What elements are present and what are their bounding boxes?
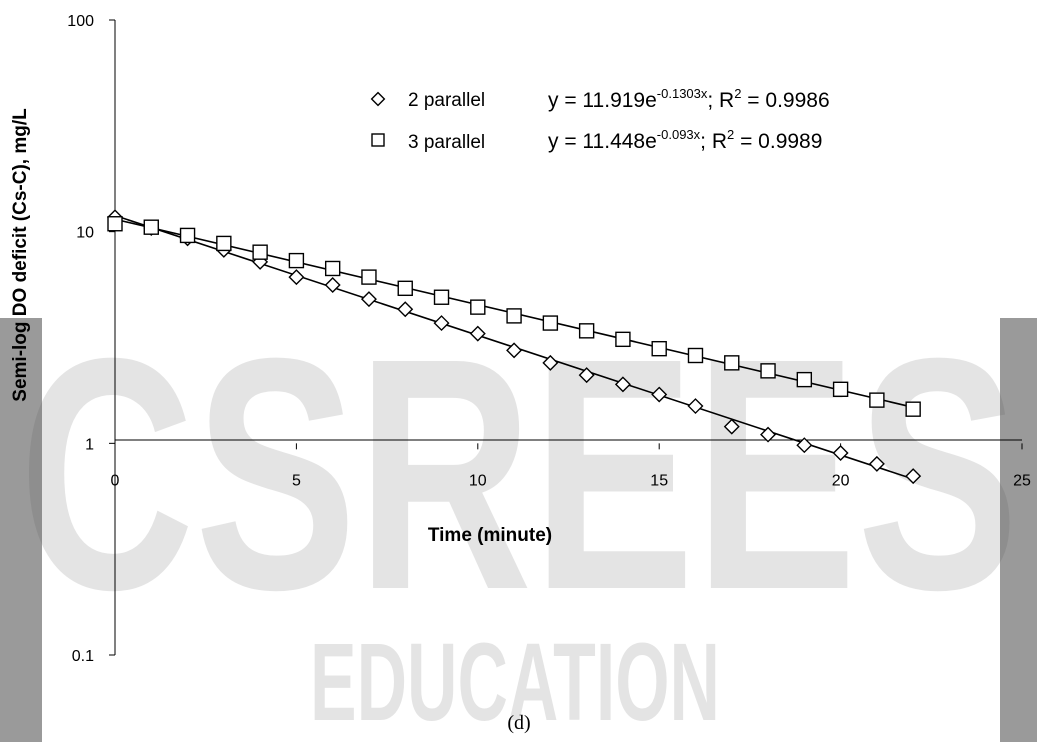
- legend-item-3-parallel: 3 parallel y = 11.448e-0.093x; R2 = 0.99…: [371, 127, 822, 153]
- equation-exponent: -0.093x: [657, 127, 701, 142]
- square-marker-icon: [371, 133, 385, 147]
- legend-item-2-parallel: 2 parallel y = 11.919e-0.1303x; R2 = 0.9…: [370, 86, 830, 112]
- y-tick-label: 100: [67, 13, 94, 30]
- legend-label: 3 parallel: [408, 132, 485, 153]
- data-point-2-parallel: [360, 291, 377, 308]
- x-tick-label: 10: [469, 472, 487, 489]
- data-point-3-parallel: [506, 308, 522, 324]
- data-point-3-parallel: [905, 401, 921, 417]
- x-tick-label: 20: [832, 472, 850, 489]
- x-tick-label: 5: [292, 472, 301, 489]
- watermark-subtext: EDUCATION: [310, 621, 720, 742]
- plot-area: 0.1 1 10 100 0 5 10 15 20 25: [67, 13, 1031, 665]
- equation-lead: y = 11.919e: [548, 89, 657, 112]
- x-axis-title: Time (minute): [428, 525, 552, 546]
- data-point-2-parallel: [542, 354, 559, 371]
- data-point-3-parallel: [796, 371, 813, 388]
- y-tick-labels: 0.1 1 10 100: [67, 13, 94, 665]
- data-point-3-parallel: [433, 289, 450, 305]
- x-tick-label: 0: [111, 472, 120, 489]
- equation-tail: ; R: [707, 89, 734, 112]
- watermark-text: CSREES: [19, 289, 1019, 658]
- data-point-3-parallel: [107, 216, 123, 232]
- r-squared-sup: 2: [727, 127, 734, 142]
- legend: 2 parallel y = 11.919e-0.1303x; R2 = 0.9…: [370, 86, 830, 153]
- data-point-2-parallel: [288, 269, 305, 286]
- data-point-3-parallel: [216, 235, 232, 252]
- data-point-3-parallel: [724, 355, 740, 371]
- r-squared-value: = 0.9989: [734, 130, 822, 153]
- data-point-3-parallel: [470, 299, 486, 315]
- data-point-2-parallel: [796, 437, 813, 454]
- data-point-3-parallel: [760, 363, 776, 379]
- data-point-2-parallel: [506, 342, 523, 359]
- y-tick-label: 0.1: [72, 648, 94, 665]
- diamond-marker-icon: [370, 91, 386, 107]
- y-tick-marks: [109, 19, 115, 656]
- x-tick-labels: 0 5 10 15 20 25: [111, 472, 1031, 489]
- data-point-3-parallel: [252, 244, 268, 260]
- data-point-2-parallel: [905, 468, 922, 485]
- data-point-2-parallel: [868, 455, 885, 472]
- data-point-2-parallel: [578, 367, 595, 384]
- data-point-2-parallel: [469, 325, 486, 342]
- data-point-2-parallel: [760, 426, 777, 443]
- data-point-2-parallel: [433, 315, 450, 332]
- data-point-3-parallel: [324, 260, 341, 277]
- data-point-2-parallel: [614, 376, 631, 393]
- data-point-3-parallel: [687, 347, 704, 364]
- data-point-3-parallel: [397, 280, 413, 297]
- data-point-3-parallel: [361, 269, 377, 285]
- data-point-3-parallel: [179, 227, 196, 244]
- data-point-3-parallel: [143, 219, 159, 235]
- left-band: [0, 318, 42, 742]
- r-squared-sup: 2: [734, 86, 741, 101]
- data-point-2-parallel: [723, 418, 740, 435]
- data-point-3-parallel: [288, 252, 305, 269]
- data-point-2-parallel: [651, 386, 668, 403]
- data-point-3-parallel: [651, 340, 667, 357]
- legend-label: 2 parallel: [408, 90, 485, 111]
- data-point-2-parallel: [687, 398, 704, 415]
- data-markers: [107, 209, 922, 485]
- data-point-3-parallel: [869, 392, 885, 408]
- equation-exponent: -0.1303x: [657, 86, 708, 101]
- equation-tail: ; R: [700, 130, 727, 153]
- trend-equation: y = 11.919e-0.1303x; R2 = 0.9986: [548, 86, 830, 112]
- y-axis-title: Semi-log DO deficit (Cs-C), mg/L: [10, 108, 31, 402]
- equation-lead: y = 11.448e: [548, 130, 657, 153]
- watermark: CSREES EDUCATION: [19, 289, 1019, 742]
- data-point-3-parallel: [542, 315, 559, 331]
- trend-equation: y = 11.448e-0.093x; R2 = 0.9989: [548, 127, 822, 153]
- data-point-3-parallel: [615, 331, 631, 348]
- y-tick-label: 1: [85, 436, 94, 453]
- y-tick-label: 10: [76, 225, 94, 242]
- right-band: [1000, 318, 1037, 742]
- x-tick-label: 25: [1013, 472, 1031, 489]
- x-tick-label: 15: [650, 472, 668, 489]
- data-point-2-parallel: [324, 276, 341, 293]
- data-point-2-parallel: [397, 301, 414, 318]
- data-point-3-parallel: [578, 323, 595, 339]
- data-point-3-parallel: [832, 381, 849, 398]
- r-squared-value: = 0.9986: [741, 89, 829, 112]
- figure-caption: (d): [507, 712, 530, 734]
- data-point-2-parallel: [832, 445, 849, 462]
